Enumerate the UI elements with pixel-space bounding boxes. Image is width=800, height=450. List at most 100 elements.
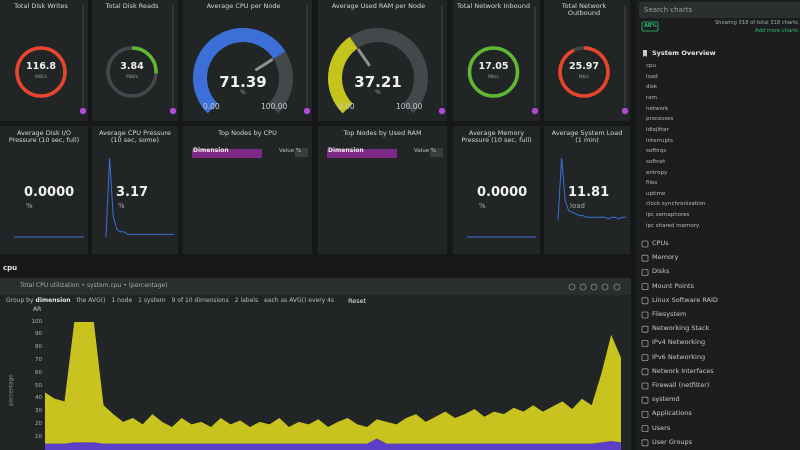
tile-unit: Mb/s bbox=[578, 75, 590, 80]
tile-title: Top Nodes by Used RAM bbox=[343, 129, 422, 137]
menu-item[interactable]: processes bbox=[646, 116, 674, 123]
menu-section[interactable]: Firewall (netfilter) bbox=[652, 381, 710, 389]
gauge-max: 100.00 bbox=[396, 102, 423, 111]
control[interactable]: Group by bbox=[6, 297, 34, 304]
tile-title: Total Network Outbound bbox=[561, 2, 607, 18]
tile-title: Total Network Inbound bbox=[457, 2, 530, 10]
slider-handle bbox=[169, 107, 177, 115]
menu-section[interactable]: Linux Software RAID bbox=[652, 295, 718, 304]
y-tick-label: 80 bbox=[35, 344, 42, 351]
tile-title: Average Memory Pressure (10 sec, full) bbox=[461, 129, 532, 145]
slider-handle bbox=[531, 107, 539, 115]
control[interactable]: each as AVG() every 4s bbox=[264, 297, 335, 304]
menu-item[interactable]: disk bbox=[646, 84, 658, 91]
gauge-unit: % bbox=[375, 89, 381, 96]
tile-value: 3.17 bbox=[116, 185, 149, 200]
tile bbox=[183, 126, 312, 254]
control[interactable]: 2 labels bbox=[234, 297, 259, 304]
menu-section[interactable]: Mount Points bbox=[652, 281, 694, 290]
tile-title: Total Disk Reads bbox=[105, 2, 159, 10]
menu-section[interactable]: User Groups bbox=[652, 437, 693, 446]
gauge-max: 100.00 bbox=[261, 102, 288, 111]
tile-title: Average CPU per Node bbox=[206, 2, 281, 10]
menu-section[interactable]: Network Interfaces bbox=[652, 366, 714, 375]
menu-icon bbox=[641, 439, 649, 447]
menu-item[interactable]: files bbox=[646, 180, 658, 187]
menu-item[interactable]: ram bbox=[646, 94, 657, 101]
tile bbox=[453, 126, 540, 254]
menu-item[interactable]: interrupts bbox=[646, 137, 673, 144]
menu-icon bbox=[641, 283, 649, 291]
chart-header bbox=[0, 278, 631, 295]
reset-button[interactable]: Reset bbox=[348, 297, 367, 305]
section-header: System Overview bbox=[652, 49, 716, 57]
menu-section[interactable]: systemd bbox=[652, 395, 680, 404]
tile bbox=[318, 126, 447, 254]
tile bbox=[92, 0, 178, 121]
gauge-needle bbox=[255, 58, 274, 71]
y-tick-label: 90 bbox=[35, 331, 42, 338]
search-input: Search charts bbox=[644, 6, 693, 14]
menu-section[interactable]: Memory bbox=[652, 253, 679, 262]
sidebar bbox=[636, 0, 800, 450]
tile-unit: % bbox=[26, 202, 33, 210]
y-tick-label: 30 bbox=[35, 408, 42, 415]
toolbar-icon bbox=[568, 283, 576, 291]
menu-item[interactable]: ipc shared memory bbox=[646, 222, 700, 229]
tile-unit: MiB/s bbox=[125, 75, 139, 80]
search-box bbox=[639, 2, 800, 18]
menu-section[interactable]: IPv4 Networking bbox=[652, 338, 706, 347]
toolbar-icon bbox=[579, 283, 587, 291]
menu-item[interactable]: ipc semaphores bbox=[646, 212, 690, 219]
menu-icon bbox=[641, 240, 649, 248]
ring bbox=[467, 46, 520, 98]
menu-icon bbox=[641, 325, 649, 333]
menu-item[interactable]: uptime bbox=[646, 190, 666, 197]
control[interactable]: 1 node bbox=[111, 297, 133, 304]
menu-section[interactable]: Networking Stack bbox=[652, 324, 710, 333]
tile-title: Average CPU Pressure (10 sec, some) bbox=[99, 129, 171, 145]
y-tick-label: 40 bbox=[35, 395, 42, 402]
slider-handle bbox=[621, 107, 629, 115]
sparkline bbox=[105, 157, 174, 238]
menu-section[interactable]: Filesystem bbox=[652, 310, 687, 318]
menu-section[interactable]: Users bbox=[652, 423, 671, 432]
menu-item[interactable]: softirqs bbox=[646, 148, 667, 155]
menu-section[interactable]: Disks bbox=[652, 267, 670, 276]
control[interactable]: 1 system bbox=[138, 297, 166, 304]
y-tick-label: 10 bbox=[35, 433, 42, 440]
tile-unit: % bbox=[118, 202, 125, 210]
menu-section[interactable]: Applications bbox=[652, 409, 692, 418]
menu-icon bbox=[641, 382, 649, 390]
menu-section[interactable]: IPv6 Networking bbox=[652, 352, 706, 361]
column-header: Dimension bbox=[328, 147, 364, 154]
menu-item[interactable]: clock synchronization bbox=[646, 201, 706, 208]
sparkline bbox=[557, 157, 626, 221]
menu-section[interactable]: CPUs bbox=[652, 239, 669, 247]
control[interactable]: 9 of 10 dimensions bbox=[171, 297, 229, 304]
menu-item[interactable]: entropy bbox=[646, 169, 668, 176]
y-tick-label: 70 bbox=[35, 356, 42, 363]
toolbar-icon bbox=[601, 283, 609, 291]
tile bbox=[0, 126, 88, 254]
menu-item[interactable]: network bbox=[646, 105, 669, 112]
gauge-fill bbox=[328, 36, 358, 114]
menu-icon bbox=[641, 254, 649, 262]
gauge-value: 71.39 bbox=[219, 73, 267, 91]
control[interactable]: the AVG() bbox=[76, 297, 106, 304]
menu-item[interactable]: load bbox=[646, 73, 658, 80]
tile-title: Average Used RAM per Node bbox=[331, 2, 426, 10]
bookmark-icon bbox=[643, 50, 647, 57]
tile-value: 25.97 bbox=[568, 61, 600, 72]
menu-icon bbox=[641, 410, 649, 418]
control[interactable]: dimension bbox=[35, 297, 71, 304]
menu-item[interactable]: cpu bbox=[646, 63, 657, 69]
tile-title: Average System Load (1 min) bbox=[551, 129, 623, 145]
gauge-value: 37.21 bbox=[354, 73, 402, 91]
tile-title: Top Nodes by CPU bbox=[218, 129, 277, 137]
menu-icon bbox=[641, 368, 649, 376]
chart-title: Total CPU utilization • system.cpu • (pe… bbox=[20, 282, 168, 289]
area bbox=[45, 322, 621, 444]
menu-item[interactable]: idlejitter bbox=[646, 126, 669, 133]
menu-item[interactable]: softnet bbox=[646, 158, 666, 165]
